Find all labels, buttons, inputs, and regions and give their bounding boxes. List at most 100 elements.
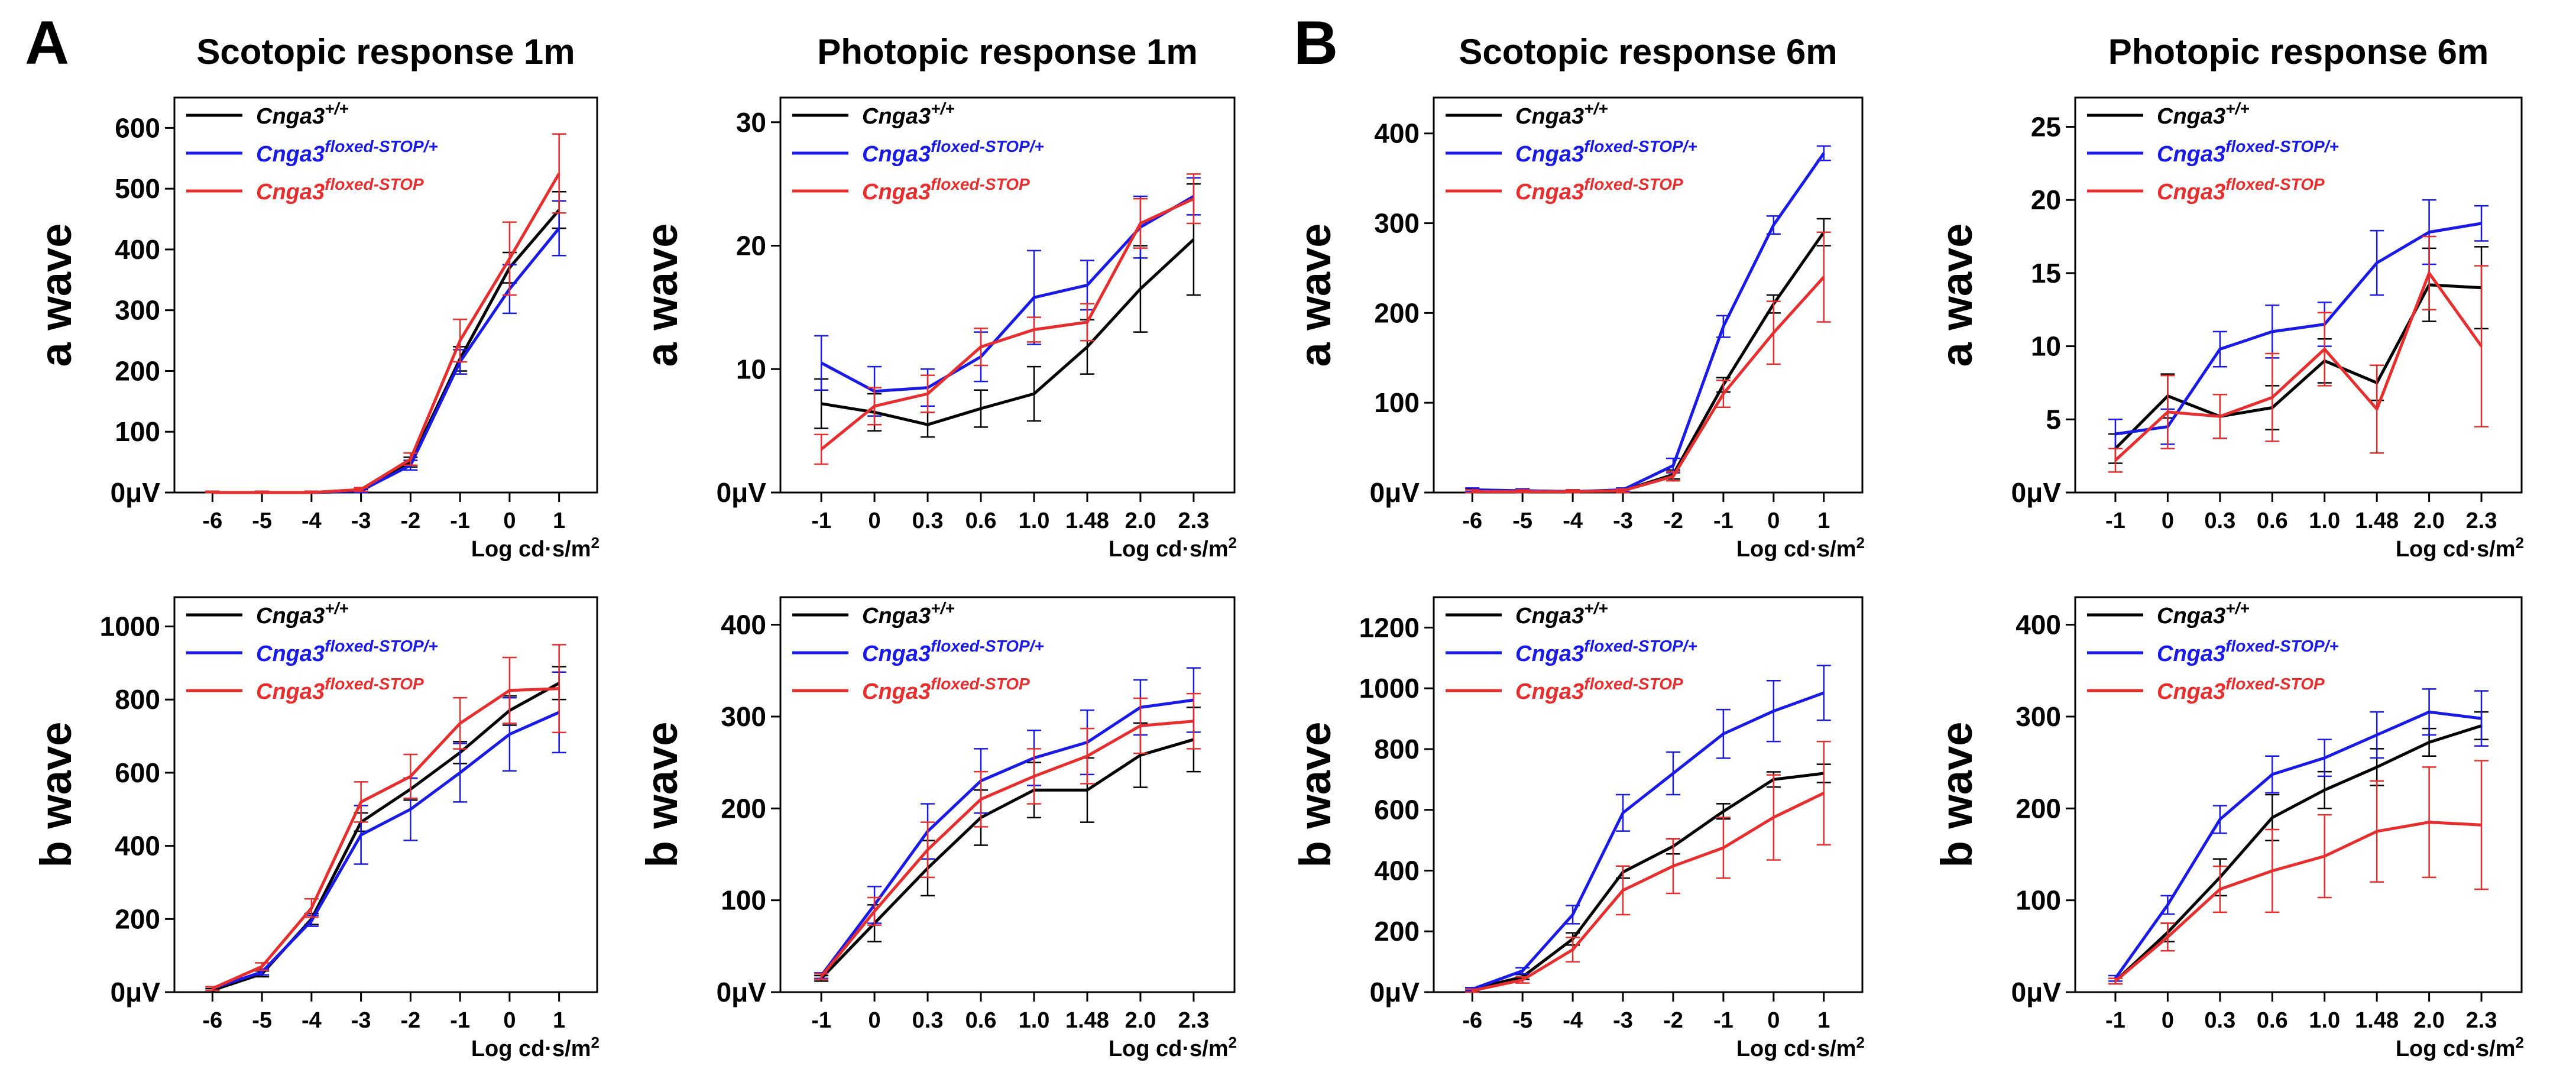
series-wt: [814, 707, 1201, 982]
chart-scotopic-6m-a: Scotopic response 6m a wave 0μV 100 200 300 40…: [1291, 32, 1865, 562]
x-tick-label: 1.0: [2309, 508, 2340, 533]
legend-superscript: +/+: [931, 99, 954, 118]
x-axis-label-superscript: 2: [1856, 1034, 1865, 1051]
legend-base-text: Cnga3: [256, 679, 325, 704]
series-line: [1472, 691, 1825, 991]
series-het: [205, 200, 566, 494]
x-axis-label-text: Log cd·s/m: [1736, 537, 1856, 562]
y-axis-label: a wave: [637, 223, 686, 367]
series-het: [814, 177, 1201, 417]
x-tick-label: -2: [400, 1008, 420, 1033]
y-tick-label: 100: [115, 416, 160, 447]
series-line: [2114, 271, 2483, 462]
x-axis-label: Log cd·s/m2: [2396, 534, 2524, 562]
x-axis-label-superscript: 2: [2516, 534, 2524, 552]
y-tick-label: 200: [2016, 793, 2061, 824]
plot-frame: [779, 596, 1236, 993]
y-tick-label: 0μV: [111, 477, 161, 508]
legend-label-het: Cnga3floxed-STOP/+: [256, 137, 438, 167]
x-tick-label: 1: [553, 508, 565, 533]
x-tick-label: 0.6: [2257, 508, 2288, 533]
legend-base-text: Cnga3: [2157, 104, 2225, 129]
legend-superscript: +/+: [1584, 99, 1608, 118]
legend-base-text: Cnga3: [256, 142, 325, 167]
x-axis-label-text: Log cd·s/m: [2396, 1036, 2516, 1061]
series-ko: [2108, 235, 2489, 473]
chart-scotopic-6m-b: b wave 0μV 200 400 600 800 1000 1200 -6 -5 -4 -3 -2 -…: [1291, 596, 1865, 1061]
x-tick-label: 2.3: [1178, 508, 1209, 533]
y-axis-label: a wave: [1932, 223, 1981, 367]
chart-photopic-1m-b: b wave 0μV 100 200 300 400 -1 0 0.3 0.6 1.0 1.48 2.0…: [637, 596, 1237, 1061]
y-axis-label: b wave: [1291, 722, 1340, 868]
legend-base-text: Cnga3: [1515, 104, 1584, 129]
legend-label-wt: Cnga3+/+: [1515, 599, 1608, 629]
legend-superscript: +/+: [2225, 99, 2249, 118]
y-tick-label: 400: [115, 234, 160, 265]
y-tick-label: 800: [115, 684, 160, 715]
series-line: [820, 698, 1194, 977]
legend-superscript: floxed-STOP/+: [931, 637, 1044, 655]
y-tick-label: 300: [1374, 208, 1420, 239]
legend-base-text: Cnga3: [2157, 180, 2225, 205]
plot-frame: [173, 96, 598, 494]
x-tick-label: 1: [1817, 1008, 1830, 1033]
series-ko: [1465, 740, 1831, 993]
y-tick-label: 200: [721, 793, 766, 824]
y-tick-label: 30: [736, 107, 766, 138]
x-tick-label: -4: [302, 508, 322, 533]
series-line: [1472, 792, 1825, 992]
series-het: [814, 667, 1201, 979]
legend-base-text: Cnga3: [2157, 604, 2225, 629]
series-line: [212, 682, 560, 992]
series-line: [2114, 710, 2482, 980]
legend-base-text: Cnga3: [862, 142, 931, 167]
y-tick-label: 0μV: [717, 477, 767, 508]
legend-superscript: floxed-STOP: [931, 675, 1030, 693]
legend-base-text: Cnga3: [256, 642, 325, 666]
x-tick-label: 0.6: [965, 508, 997, 533]
panel-letter-b: B: [1294, 9, 1338, 77]
x-axis-label: Log cd·s/m2: [1736, 1034, 1865, 1061]
y-tick-label: 15: [2031, 258, 2061, 289]
y-tick-label: 1000: [1359, 673, 1420, 704]
x-tick-label: -2: [1663, 1008, 1683, 1033]
x-tick-label: 1.0: [1019, 508, 1050, 533]
x-tick-label: 0.3: [912, 508, 944, 533]
legend-base-text: Cnga3: [1515, 142, 1584, 167]
legend-label-het: Cnga3floxed-STOP/+: [862, 637, 1044, 666]
x-tick-label: 0: [869, 1008, 881, 1033]
legend-superscript: floxed-STOP/+: [325, 637, 438, 655]
legend-label-wt: Cnga3+/+: [2157, 599, 2250, 629]
series-het: [2108, 688, 2489, 982]
legend-base-text: Cnga3: [1515, 679, 1584, 704]
x-tick-label: 2.3: [2466, 508, 2497, 533]
series-line: [2115, 222, 2482, 436]
x-tick-label: -6: [202, 1008, 222, 1033]
series-wt: [1465, 218, 1831, 494]
x-axis-label-text: Log cd·s/m: [1109, 1036, 1229, 1061]
legend-base-text: Cnga3: [256, 180, 325, 205]
y-tick-label: 300: [115, 295, 160, 326]
legend: Cnga3+/+Cnga3floxed-STOP/+Cnga3floxed-ST…: [2087, 599, 2339, 704]
legend-label-het: Cnga3floxed-STOP/+: [2157, 137, 2339, 167]
y-tick-label: 0μV: [2011, 477, 2062, 508]
series-wt: [205, 191, 566, 494]
series-line: [212, 711, 560, 990]
legend-superscript: +/+: [2225, 599, 2249, 617]
x-axis-label-superscript: 2: [1229, 534, 1237, 552]
x-axis-label: Log cd·s/m2: [471, 1034, 600, 1061]
plot-frame: [2074, 96, 2523, 494]
legend-label-ko: Cnga3floxed-STOP: [256, 175, 424, 205]
x-axis-label-text: Log cd·s/m: [471, 1036, 591, 1061]
y-tick-label: 400: [115, 831, 160, 861]
y-axis-label: b wave: [31, 722, 80, 868]
legend-superscript: +/+: [1584, 599, 1608, 617]
legend-label-het: Cnga3floxed-STOP/+: [1515, 137, 1697, 167]
x-tick-label: -3: [1613, 508, 1633, 533]
x-axis-label: Log cd·s/m2: [471, 534, 600, 562]
x-tick-label: -1: [811, 508, 831, 533]
x-axis-label-superscript: 2: [1229, 1034, 1237, 1051]
series-ko: [205, 133, 566, 494]
